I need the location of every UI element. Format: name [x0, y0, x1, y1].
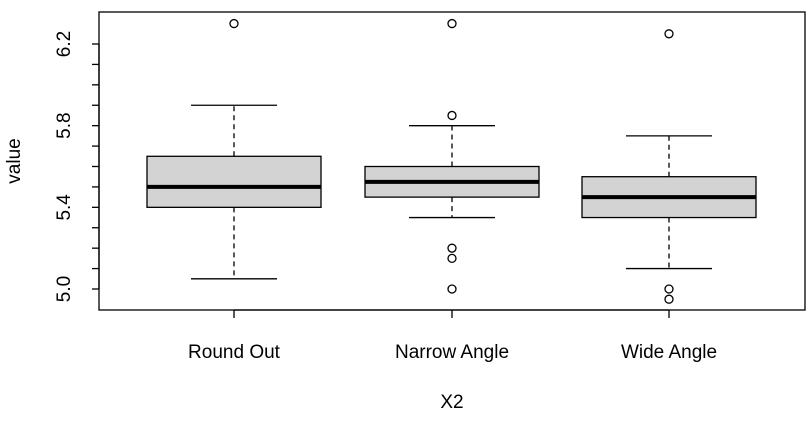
x-axis: Round Out Narrow Angle Wide Angle: [188, 309, 717, 363]
outlier-point: [664, 284, 674, 294]
outlier-point: [229, 18, 239, 29]
outlier-point: [447, 243, 457, 253]
outlier-point: [447, 110, 457, 121]
outlier-point: [447, 284, 457, 294]
y-tick-label: 5.8: [54, 112, 75, 138]
y-tick-label: 5.0: [54, 276, 75, 302]
y-axis-label: value: [4, 138, 25, 183]
boxes: [146, 18, 757, 304]
box-group: [581, 29, 757, 304]
y-axis: 5.0 5.4 5.8 6.2: [54, 31, 100, 302]
outlier-point: [664, 294, 674, 304]
outlier-point: [664, 29, 674, 39]
box-iqr: [146, 155, 322, 208]
x-tick-label: Wide Angle: [621, 342, 717, 363]
outlier-point: [447, 253, 457, 264]
y-tick-label: 6.2: [54, 31, 75, 57]
y-tick-label: 5.4: [54, 194, 75, 221]
box-group: [146, 18, 322, 280]
outlier-point: [447, 18, 457, 29]
x-axis-label: X2: [440, 392, 463, 413]
box-group: [364, 18, 540, 294]
x-tick-label: Narrow Angle: [395, 342, 509, 363]
x-tick-label: Round Out: [188, 342, 281, 363]
